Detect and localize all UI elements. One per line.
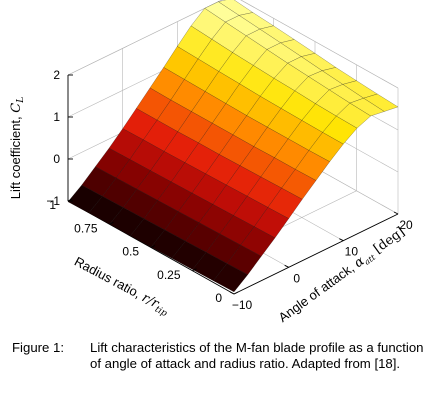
x-tick-label: 10: [345, 245, 359, 259]
y-tick: [233, 291, 239, 295]
surface-patch: [308, 132, 344, 162]
z-tick-label: 2: [53, 68, 60, 82]
z-axis-label: Lift coefficient, CL: [8, 97, 26, 199]
caption-label: Figure 1:: [12, 340, 65, 355]
surface-patch: [253, 207, 290, 239]
surface-patch: [252, 49, 289, 79]
caption-text: Lift characteristics of the M-fan blade …: [90, 340, 424, 371]
x-tick: [339, 238, 344, 242]
surface-patch: [218, 52, 254, 85]
y-tick: [67, 198, 73, 202]
z-tick-label: 0: [53, 152, 60, 166]
surface-patch: [280, 39, 316, 57]
y-tick-label: 0.25: [157, 268, 181, 282]
figure-caption: Figure 1: Lift characteristics of the M-…: [12, 340, 436, 372]
x-tick: [229, 291, 235, 295]
surface-patch: [240, 226, 276, 257]
z-tick-label: 1: [53, 110, 60, 124]
surface-patch: [253, 126, 289, 158]
x-tick-label: −10: [232, 298, 253, 312]
x-axis-line: [233, 213, 399, 295]
x-tick-label: 0: [293, 271, 300, 285]
surface-patch: [171, 240, 207, 270]
y-tick-label: 1: [49, 198, 56, 212]
surface-patch: [321, 67, 358, 85]
x-tick: [393, 211, 399, 215]
y-tick-label: 0.75: [74, 221, 98, 235]
surface-patch: [349, 97, 385, 117]
surface-patch: [267, 187, 303, 219]
y-tick: [150, 245, 156, 248]
y-tick: [109, 221, 114, 225]
surface-patch: [287, 56, 323, 77]
y-tick-label: 0: [215, 291, 222, 305]
y-axis-label: Radius ratio, r/rtip: [71, 254, 173, 320]
y-tick-label: 0.5: [122, 245, 139, 259]
surface-patch: [212, 263, 249, 293]
x-tick-label: 20: [399, 218, 413, 232]
x-tick: [284, 264, 289, 268]
grid-top-edge: [67, 0, 399, 89]
surface-patch: [239, 65, 275, 97]
y-tick: [192, 268, 197, 272]
surface-patch: [267, 108, 303, 140]
surface-layer: [67, 0, 399, 293]
z-tick-label: −1: [46, 194, 60, 208]
